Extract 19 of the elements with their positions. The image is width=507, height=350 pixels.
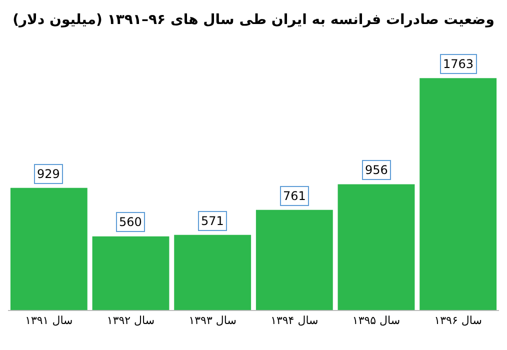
- data-label: 956: [365, 163, 388, 177]
- bar: [420, 78, 497, 310]
- x-tick-label: سال ۱۳۹۳: [188, 314, 236, 328]
- data-label: 929: [37, 167, 60, 181]
- data-label: 761: [283, 189, 306, 203]
- bar: [10, 188, 88, 310]
- data-label: 1763: [443, 57, 474, 71]
- x-tick-label: سال ۱۳۹۴: [270, 314, 318, 328]
- x-tick-label: سال ۱۳۹۵: [352, 314, 400, 328]
- x-tick-label: سال ۱۳۹۶: [434, 314, 482, 328]
- data-label: 571: [201, 214, 224, 228]
- bar: [338, 184, 415, 310]
- x-tick-label: سال ۱۳۹۱: [25, 314, 73, 328]
- chart-title: وضعیت صادرات فرانسه به ایران طی سال های ۹۶–۱۳۹۱ (میلیون دلار): [12, 12, 494, 28]
- bar: [256, 210, 333, 310]
- bar: [92, 236, 170, 310]
- data-label: 560: [119, 215, 142, 229]
- x-tick-label: سال ۱۳۹۲: [106, 314, 155, 328]
- bar: [174, 234, 252, 310]
